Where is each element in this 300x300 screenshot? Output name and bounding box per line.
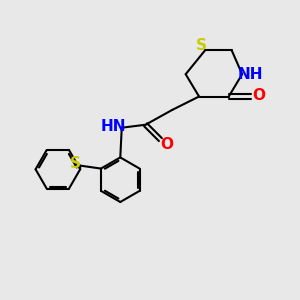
Text: O: O <box>252 88 265 103</box>
Text: O: O <box>160 137 173 152</box>
Text: HN: HN <box>101 119 126 134</box>
Text: NH: NH <box>238 67 263 82</box>
Text: S: S <box>196 38 207 53</box>
Text: S: S <box>70 156 81 171</box>
